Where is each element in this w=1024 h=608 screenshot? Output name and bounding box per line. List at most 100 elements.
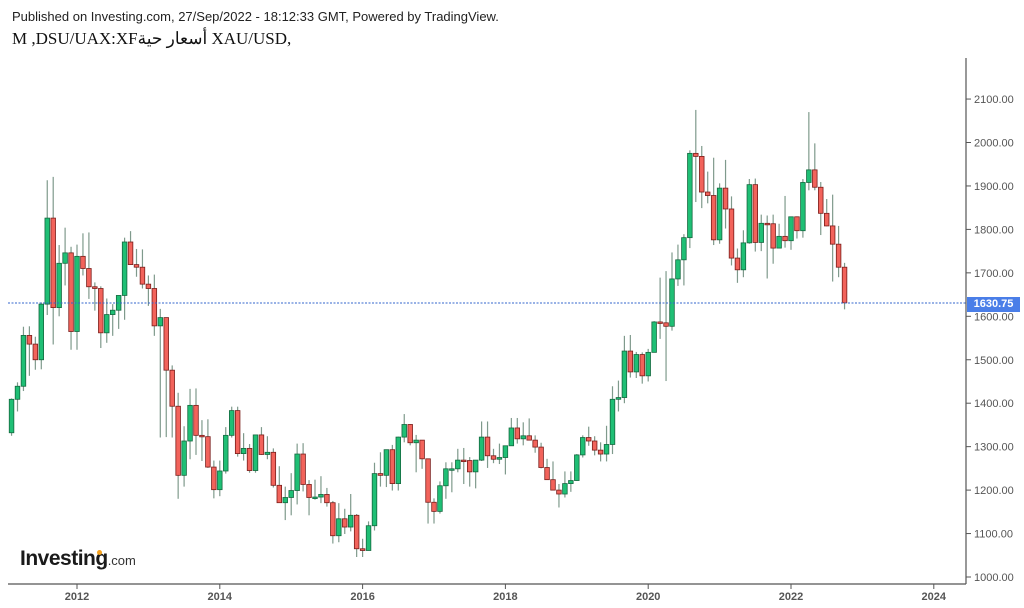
candle <box>621 335 628 404</box>
candle <box>824 198 830 227</box>
candle <box>532 435 538 453</box>
candle <box>169 365 175 438</box>
candle <box>68 246 74 350</box>
candle <box>50 176 56 345</box>
candle <box>330 500 336 544</box>
y-tick-label: 1600.00 <box>974 311 1014 323</box>
candle <box>710 157 717 246</box>
candle <box>806 112 812 191</box>
candle <box>586 426 592 446</box>
candle <box>829 194 836 282</box>
y-tick-label: 1700.00 <box>974 268 1014 280</box>
candle <box>56 245 62 317</box>
candle <box>395 436 401 491</box>
candle <box>92 282 98 311</box>
candle <box>8 398 15 436</box>
candle <box>121 237 128 320</box>
candle <box>675 244 681 286</box>
candle <box>282 486 288 521</box>
candle <box>580 435 586 458</box>
candle <box>74 244 80 350</box>
candle <box>758 214 764 252</box>
candle <box>425 458 431 524</box>
y-tick-label: 1200.00 <box>974 485 1014 497</box>
candle <box>794 216 800 239</box>
candle <box>627 334 634 378</box>
candle <box>722 159 729 229</box>
candle <box>80 233 86 276</box>
candle <box>651 321 657 353</box>
candle <box>615 380 622 412</box>
x-tick-label: 2014 <box>208 591 233 603</box>
candle <box>223 427 229 474</box>
candle <box>609 386 616 455</box>
candle <box>568 471 574 492</box>
y-tick-label: 1500.00 <box>974 355 1014 367</box>
candle <box>455 448 461 473</box>
candle <box>139 249 146 289</box>
candle <box>336 503 342 543</box>
candle <box>431 498 437 524</box>
candle <box>639 352 645 384</box>
candle <box>591 436 598 456</box>
candle <box>26 326 33 376</box>
candle <box>151 274 158 336</box>
candle <box>270 448 277 488</box>
candle <box>520 422 526 446</box>
candle <box>669 252 675 331</box>
candle <box>181 426 187 487</box>
candle <box>502 445 509 475</box>
candle <box>538 442 544 469</box>
candle <box>44 180 50 315</box>
candle <box>770 214 776 264</box>
candle <box>145 275 152 306</box>
candle <box>514 417 520 444</box>
candle <box>252 434 259 473</box>
candle <box>371 462 378 531</box>
candle <box>401 414 407 443</box>
candle <box>217 460 223 497</box>
x-tick-label: 2020 <box>636 591 660 603</box>
candle <box>359 538 366 558</box>
candle <box>645 348 651 382</box>
logo-suffix: .com <box>107 553 136 568</box>
candle <box>294 443 300 505</box>
candle <box>461 447 467 485</box>
candle <box>365 521 372 551</box>
candle <box>211 460 217 499</box>
candle <box>443 462 449 499</box>
candle <box>597 442 604 462</box>
published-info: Published on Investing.com, 27/Sep/2022 … <box>12 9 499 24</box>
candle <box>705 171 711 204</box>
candle <box>466 457 473 487</box>
candle <box>14 382 21 412</box>
candle <box>407 424 413 446</box>
y-tick-label: 2100.00 <box>974 94 1014 106</box>
candle <box>663 271 669 382</box>
candle <box>347 494 354 532</box>
y-tick-label: 1100.00 <box>974 529 1013 541</box>
candle <box>657 277 663 339</box>
candle <box>175 392 181 499</box>
candle <box>746 178 753 244</box>
candle <box>800 178 806 238</box>
candle <box>62 227 68 286</box>
candle <box>496 443 503 465</box>
candle <box>389 444 396 491</box>
candle <box>484 421 491 468</box>
candle <box>383 449 390 488</box>
candle <box>812 143 818 191</box>
y-tick-label: 1300.00 <box>974 442 1014 454</box>
candle <box>157 308 163 438</box>
logo-dot-icon <box>97 550 102 555</box>
candle <box>449 462 455 493</box>
candle <box>377 452 384 487</box>
candle <box>306 480 312 516</box>
investing-logo: Investing.com <box>20 547 136 571</box>
x-tick-label: 2024 <box>922 591 947 603</box>
candle <box>818 182 824 236</box>
candle <box>603 425 610 462</box>
candle <box>312 479 318 500</box>
candle <box>490 448 497 464</box>
